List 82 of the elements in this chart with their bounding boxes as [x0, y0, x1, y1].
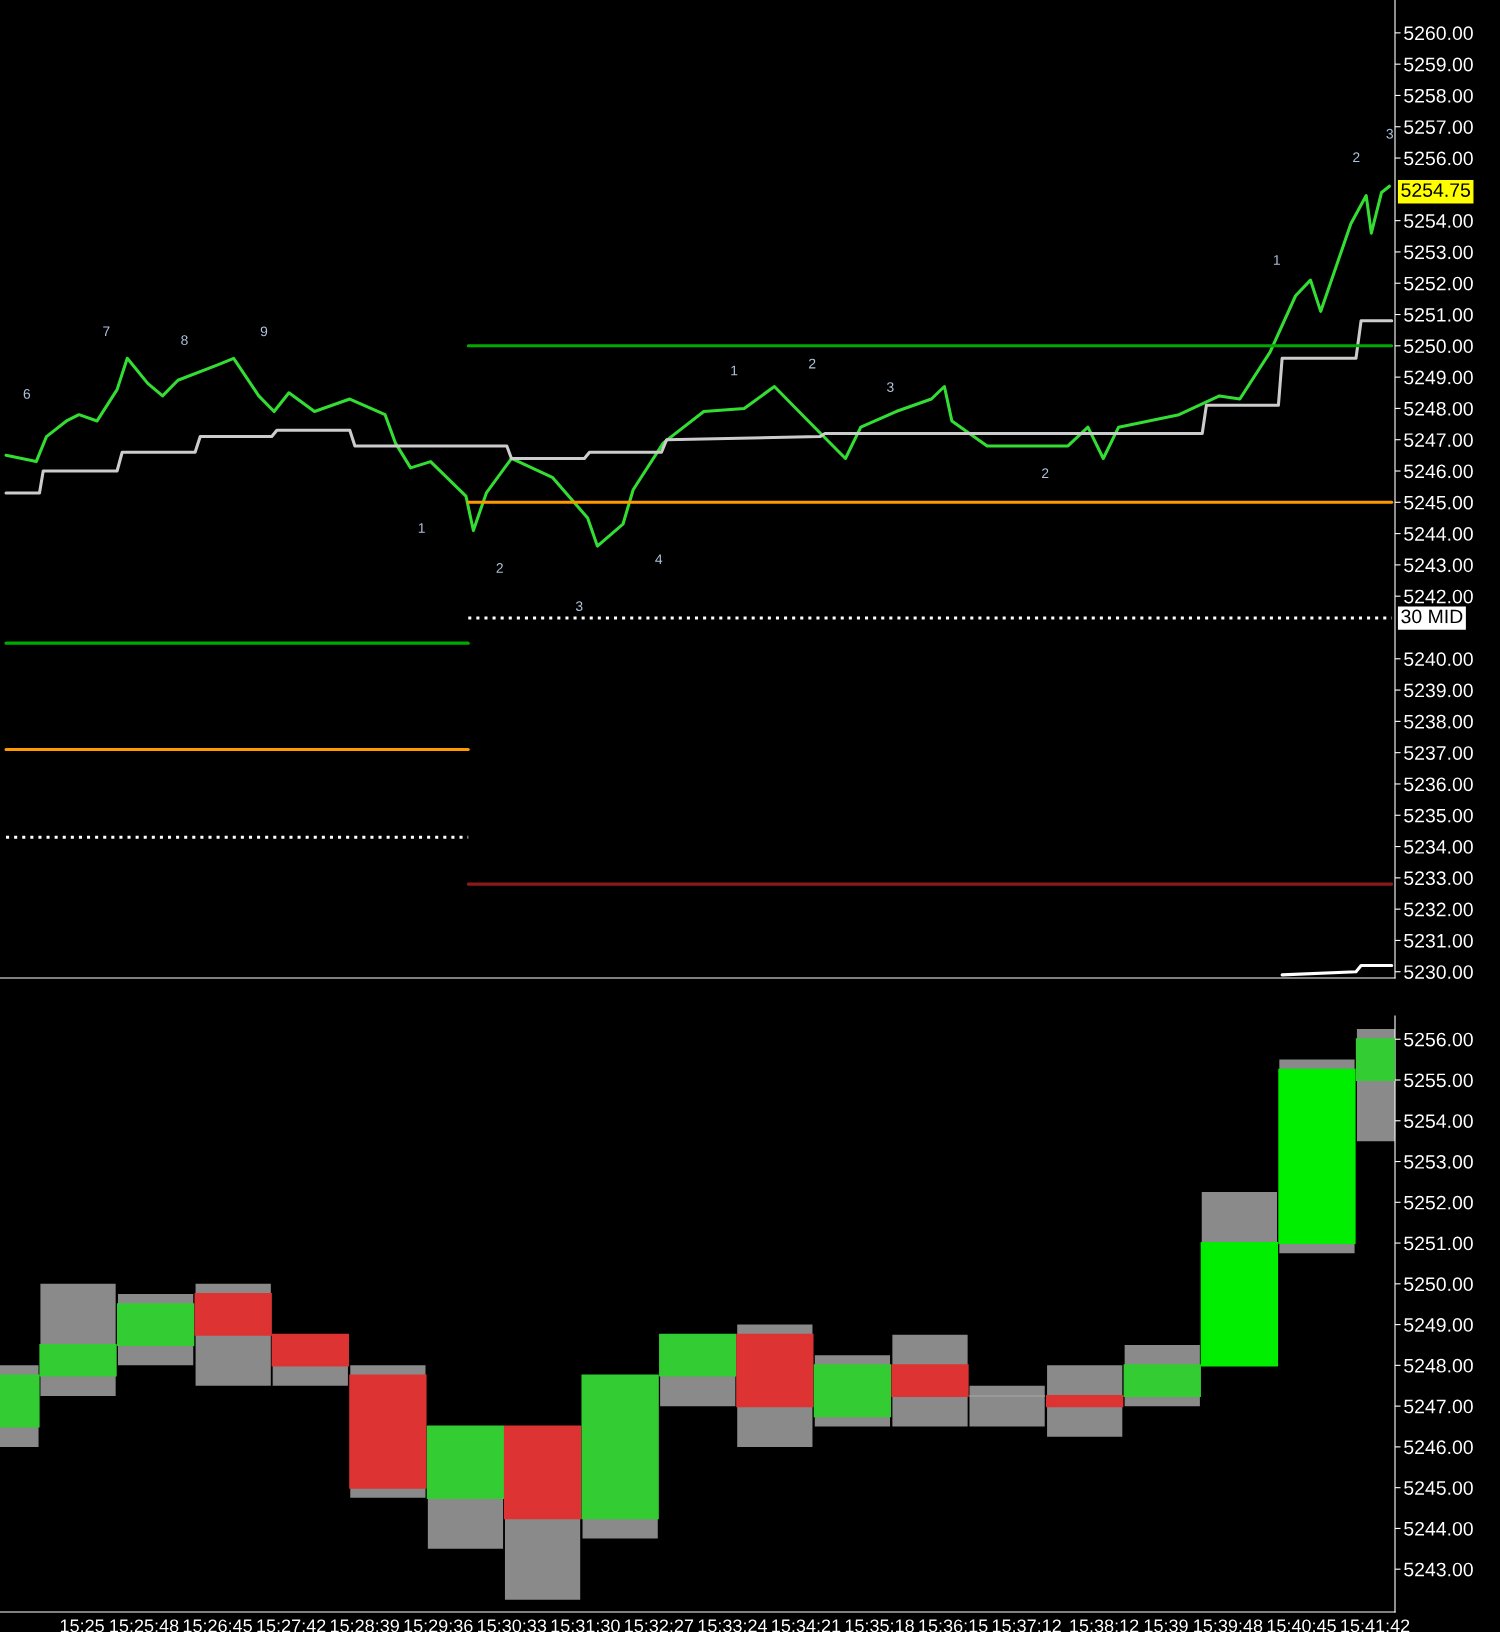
y-tick-label: 5251.00	[1404, 307, 1473, 322]
y-tick-label: 5230.00	[1404, 965, 1473, 979]
y-tick-label: 5231.00	[1404, 933, 1473, 948]
x-tick-label: 15:39:48	[1194, 1619, 1263, 1632]
legend-label: 30 MID	[1401, 609, 1463, 624]
y-tick-label: 5235.00	[1404, 808, 1473, 823]
annotation: 2	[496, 563, 503, 573]
y-tick-label: 5245.00	[1404, 1481, 1473, 1495]
x-tick-label: 15:35:18	[845, 1619, 914, 1632]
y-tick-label: 5232.00	[1404, 902, 1473, 917]
annotation: 2	[1042, 468, 1049, 478]
y-tick-label: 5236.00	[1404, 777, 1473, 792]
x-tick-label: 15:36:15	[919, 1619, 988, 1632]
line-series	[4, 319, 1394, 495]
candlestick	[1123, 1344, 1201, 1407]
y-tick-label: 5256.00	[1404, 1032, 1473, 1047]
y-tick-label: 5248.00	[1404, 401, 1473, 416]
x-tick-label: 15:38:12	[1070, 1619, 1139, 1632]
y-tick-label: 5245.00	[1404, 495, 1473, 510]
y-tick-label: 5233.00	[1404, 871, 1473, 886]
y-tick-label: 5246.00	[1404, 1440, 1473, 1455]
y-tick-label: 5255.00	[1404, 1073, 1473, 1088]
annotation: 9	[260, 326, 268, 337]
y-tick-label: 5254.00	[1404, 1114, 1473, 1129]
x-tick-label: 15:39	[1144, 1619, 1188, 1632]
x-tick-label: 15:31:30	[551, 1619, 620, 1632]
annotation: 1	[731, 365, 738, 376]
annotation: 1	[1273, 255, 1280, 265]
y-tick-label: 5239.00	[1404, 683, 1473, 698]
y-tick-label: 5254.00	[1404, 214, 1473, 228]
x-tick-label: 15:37:12	[992, 1619, 1061, 1632]
y-tick-label: 5249.00	[1404, 1318, 1473, 1332]
y-tick-label: 5234.00	[1404, 840, 1473, 854]
annotation: 3	[887, 382, 894, 392]
y-tick-label: 5246.00	[1404, 464, 1473, 479]
y-tick-label: 5253.00	[1404, 1155, 1473, 1169]
x-tick-label: 15:32:27	[625, 1619, 694, 1632]
annotation: 1	[418, 523, 425, 533]
x-tick-label: 15:30:33	[478, 1619, 547, 1632]
y-tick-label: 5252.00	[1404, 276, 1473, 291]
y-tick-label: 5247.00	[1404, 1399, 1473, 1414]
text: 5254.75	[1401, 183, 1471, 197]
y-tick-label: 5258.00	[1404, 88, 1473, 103]
y-tick-label: 5260.00	[1404, 26, 1473, 41]
x-tick-label: 15:41:42	[1341, 1619, 1410, 1632]
y-tick-label: 5243.00	[1404, 558, 1473, 573]
annotation: 6	[23, 389, 31, 399]
x-tick-label: 15:25	[60, 1619, 104, 1632]
x-tick-label: 15:33:24	[698, 1619, 768, 1632]
y-tick-label: 5243.00	[1404, 1562, 1473, 1577]
y-tick-label: 5251.00	[1404, 1236, 1473, 1251]
x-tick-label: 15:26:45	[183, 1619, 252, 1632]
x-tick-label: 15:27:42	[257, 1619, 326, 1632]
y-tick-label: 5242.00	[1404, 589, 1473, 604]
x-tick-label: 15:25:48	[110, 1619, 179, 1632]
y-tick-label: 5247.00	[1404, 433, 1473, 447]
annotation: 7	[103, 326, 110, 337]
x-tick-label: 15:29:36	[404, 1619, 473, 1632]
y-tick-label: 5259.00	[1404, 57, 1473, 72]
annotation: 3	[1386, 128, 1393, 139]
y-tick-label: 5252.00	[1404, 1195, 1473, 1210]
line-series	[4, 184, 1391, 548]
y-tick-label: 5250.00	[1404, 1277, 1473, 1292]
y-tick-label: 5248.00	[1404, 1358, 1473, 1373]
y-tick-label: 5256.00	[1404, 151, 1473, 166]
y-tick-label: 5257.00	[1404, 120, 1473, 134]
y-tick-label: 5237.00	[1404, 746, 1473, 760]
x-tick-label: 15:40:45	[1267, 1619, 1336, 1632]
annotation: 2	[809, 358, 816, 369]
annotation: 2	[1353, 152, 1360, 163]
annotation: 8	[181, 335, 188, 346]
annotation: 4	[655, 554, 663, 564]
x-tick-label: 15:28:39	[330, 1619, 399, 1632]
y-tick-label: 5249.00	[1404, 370, 1473, 385]
x-tick-label: 15:34:21	[772, 1619, 841, 1632]
y-tick-label: 5253.00	[1404, 245, 1473, 260]
annotation: 3	[575, 601, 583, 612]
y-tick-label: 5244.00	[1404, 1521, 1473, 1536]
y-tick-label: 5238.00	[1404, 714, 1473, 729]
y-tick-label: 5240.00	[1404, 652, 1473, 667]
y-tick-label: 5250.00	[1404, 339, 1473, 354]
y-tick-label: 5244.00	[1404, 527, 1473, 541]
